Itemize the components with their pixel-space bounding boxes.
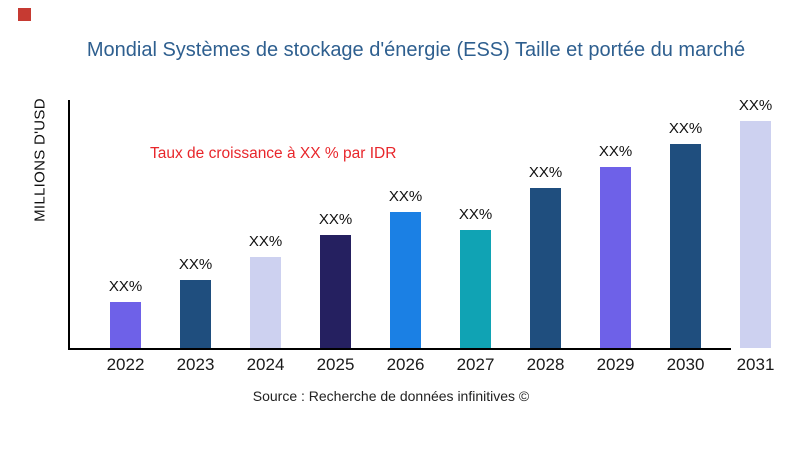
bar-value-label-2027: XX% bbox=[458, 206, 493, 223]
x-tick-2028: 2028 bbox=[526, 355, 565, 374]
bar-2030 bbox=[670, 144, 701, 348]
growth-rate-annotation: Taux de croissance à XX % par IDR bbox=[150, 145, 397, 162]
brand-mark bbox=[18, 8, 31, 21]
bar-2028 bbox=[530, 188, 561, 348]
bar-value-label-2023: XX% bbox=[178, 256, 213, 273]
x-tick-2024: 2024 bbox=[246, 355, 285, 374]
bar-value-label-2029: XX% bbox=[598, 143, 633, 160]
bar-2025 bbox=[320, 235, 351, 348]
x-axis-line bbox=[68, 348, 731, 350]
bar-2022 bbox=[110, 302, 141, 348]
x-tick-2025: 2025 bbox=[316, 355, 355, 374]
x-tick-2023: 2023 bbox=[176, 355, 215, 374]
bar-value-label-2030: XX% bbox=[668, 120, 703, 137]
source-caption: Source : Recherche de données infinitive… bbox=[252, 388, 530, 404]
x-tick-2022: 2022 bbox=[106, 355, 145, 374]
bar-value-label-2028: XX% bbox=[528, 164, 563, 181]
x-tick-2029: 2029 bbox=[596, 355, 635, 374]
bar-2031 bbox=[740, 121, 771, 348]
bar-2029 bbox=[600, 167, 631, 348]
bar-2026 bbox=[390, 212, 421, 348]
chart-title: Mondial Systèmes de stockage d'énergie (… bbox=[86, 39, 746, 61]
bar-2027 bbox=[460, 230, 491, 348]
bar-value-label-2022: XX% bbox=[108, 278, 143, 295]
x-tick-2026: 2026 bbox=[386, 355, 425, 374]
x-tick-2027: 2027 bbox=[456, 355, 495, 374]
bar-2023 bbox=[180, 280, 211, 348]
y-axis-line bbox=[68, 100, 70, 350]
bar-value-label-2025: XX% bbox=[318, 211, 353, 228]
x-tick-2030: 2030 bbox=[666, 355, 705, 374]
bar-2024 bbox=[250, 257, 281, 348]
bar-value-label-2031: XX% bbox=[738, 97, 773, 114]
bar-value-label-2024: XX% bbox=[248, 233, 283, 250]
bar-value-label-2026: XX% bbox=[388, 188, 423, 205]
x-tick-2031: 2031 bbox=[736, 355, 775, 374]
